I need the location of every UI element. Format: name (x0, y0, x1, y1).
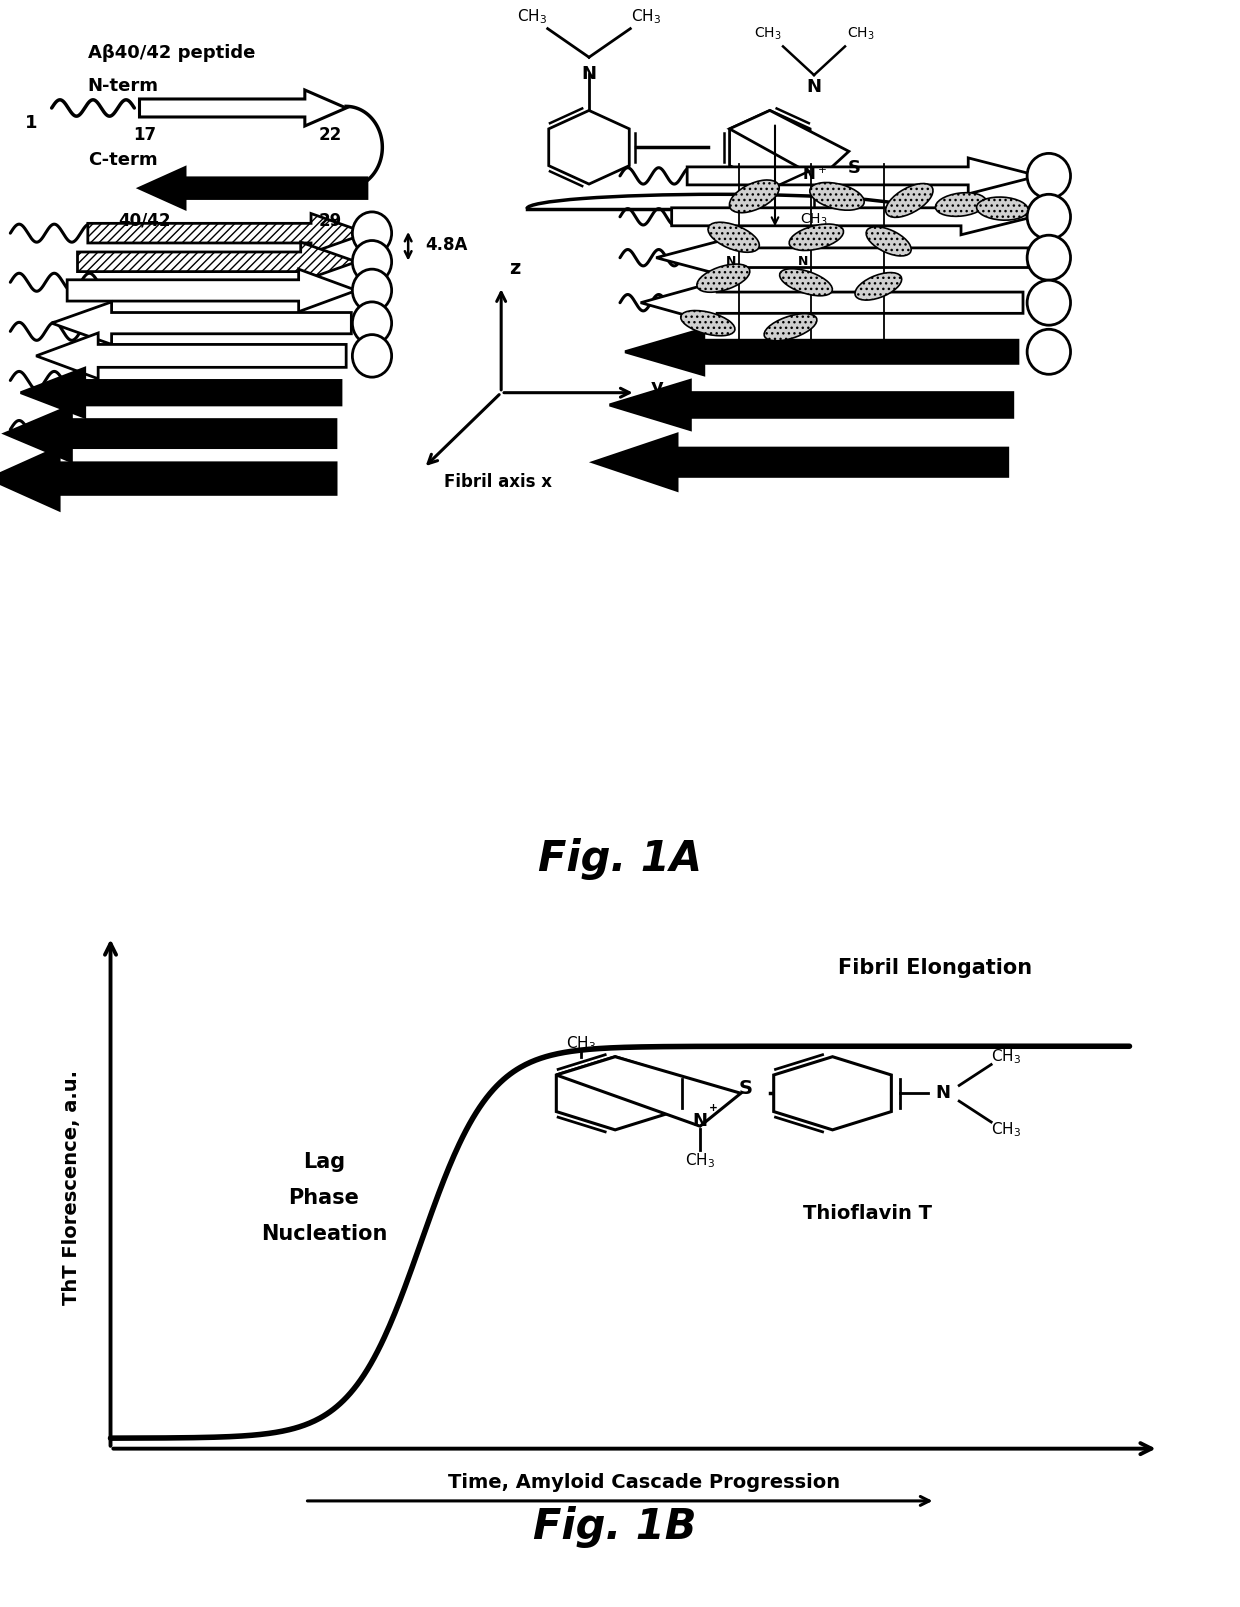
Polygon shape (729, 111, 810, 185)
Polygon shape (687, 157, 1039, 194)
Ellipse shape (1027, 280, 1070, 325)
Polygon shape (672, 199, 1033, 235)
Ellipse shape (1027, 194, 1070, 239)
Text: $\mathdefault{CH_3}$: $\mathdefault{CH_3}$ (684, 1151, 715, 1170)
Ellipse shape (1027, 329, 1070, 374)
Text: $\mathdefault{N}$: $\mathdefault{N}$ (935, 1085, 950, 1102)
Text: Fig. 1B: Fig. 1B (533, 1506, 697, 1548)
Text: Aβ40/42 peptide: Aβ40/42 peptide (88, 43, 255, 63)
Text: Lag
Phase
Nucleation: Lag Phase Nucleation (260, 1152, 387, 1244)
Polygon shape (77, 243, 357, 281)
Ellipse shape (885, 183, 932, 217)
Text: z: z (510, 259, 521, 278)
Text: $\mathdefault{CH_3}$: $\mathdefault{CH_3}$ (567, 1035, 596, 1053)
Text: 22: 22 (319, 125, 342, 145)
Text: y: y (651, 378, 663, 397)
Text: $\mathdefault{CH_3}$: $\mathdefault{CH_3}$ (800, 211, 828, 228)
Text: ThT Florescence, a.u.: ThT Florescence, a.u. (62, 1070, 81, 1305)
Text: 40/42: 40/42 (118, 212, 171, 230)
Polygon shape (625, 329, 1018, 374)
Text: Fibril axis x: Fibril axis x (444, 472, 552, 490)
Ellipse shape (867, 227, 911, 256)
Polygon shape (139, 167, 367, 209)
Polygon shape (5, 407, 336, 461)
Text: $\mathdefault{N}$: $\mathdefault{N}$ (582, 64, 596, 82)
Polygon shape (641, 281, 1023, 325)
Text: $\mathdefault{CH_3}$: $\mathdefault{CH_3}$ (754, 26, 781, 42)
Text: $\mathdefault{CH_3}$: $\mathdefault{CH_3}$ (847, 26, 874, 42)
Text: $\mathdefault{N}^+$: $\mathdefault{N}^+$ (801, 166, 826, 183)
Ellipse shape (1027, 235, 1070, 280)
Ellipse shape (729, 180, 779, 212)
Polygon shape (557, 1057, 740, 1127)
Polygon shape (52, 302, 351, 344)
Ellipse shape (810, 183, 864, 211)
Ellipse shape (854, 273, 901, 301)
Polygon shape (21, 368, 341, 418)
Text: 4.8A: 4.8A (425, 236, 469, 254)
Text: $\mathdefault{CH_3}$: $\mathdefault{CH_3}$ (991, 1048, 1021, 1065)
Text: $\mathdefault{N}$: $\mathdefault{N}$ (806, 79, 822, 96)
Ellipse shape (789, 223, 843, 251)
Ellipse shape (708, 222, 759, 252)
Ellipse shape (935, 193, 987, 217)
Text: 1: 1 (25, 114, 37, 132)
Text: S: S (739, 1078, 753, 1098)
Polygon shape (557, 1057, 675, 1130)
Text: N-term: N-term (88, 77, 159, 95)
Ellipse shape (352, 302, 392, 344)
Ellipse shape (780, 268, 832, 296)
Ellipse shape (352, 212, 392, 254)
Text: $\mathdefault{CH_3}$: $\mathdefault{CH_3}$ (991, 1120, 1021, 1139)
Polygon shape (88, 214, 367, 252)
Ellipse shape (977, 198, 1028, 220)
Text: $\mathdefault{^+}$: $\mathdefault{^+}$ (706, 1102, 718, 1118)
Ellipse shape (1027, 153, 1070, 198)
Text: $\mathdefault{S}$: $\mathdefault{S}$ (847, 159, 861, 177)
Text: $\mathdefault{CH_3}$: $\mathdefault{CH_3}$ (631, 6, 661, 26)
Text: Fibril Elongation: Fibril Elongation (838, 958, 1033, 977)
Polygon shape (610, 381, 1013, 429)
Polygon shape (729, 111, 849, 178)
Text: 29: 29 (319, 212, 342, 230)
Text: Fig. 1A: Fig. 1A (538, 837, 702, 881)
Polygon shape (36, 333, 346, 379)
Text: $\mathdefault{N}$: $\mathdefault{N}$ (692, 1112, 708, 1130)
Text: N: N (725, 256, 735, 268)
Polygon shape (139, 90, 346, 125)
Text: C-term: C-term (88, 151, 157, 169)
Text: N: N (797, 256, 808, 268)
Ellipse shape (764, 313, 817, 341)
Ellipse shape (352, 334, 392, 378)
Polygon shape (656, 238, 1028, 278)
Ellipse shape (352, 241, 392, 283)
Ellipse shape (681, 310, 735, 336)
Polygon shape (67, 268, 357, 312)
Text: $\mathdefault{CH_3}$: $\mathdefault{CH_3}$ (517, 6, 547, 26)
Polygon shape (549, 111, 629, 185)
Polygon shape (594, 434, 1007, 490)
Text: Thioflavin T: Thioflavin T (804, 1204, 932, 1223)
Polygon shape (0, 447, 336, 509)
Ellipse shape (697, 264, 750, 292)
Ellipse shape (352, 268, 392, 312)
Polygon shape (774, 1057, 892, 1130)
Text: 17: 17 (133, 125, 156, 145)
Text: Time, Amyloid Cascade Progression: Time, Amyloid Cascade Progression (448, 1474, 841, 1493)
